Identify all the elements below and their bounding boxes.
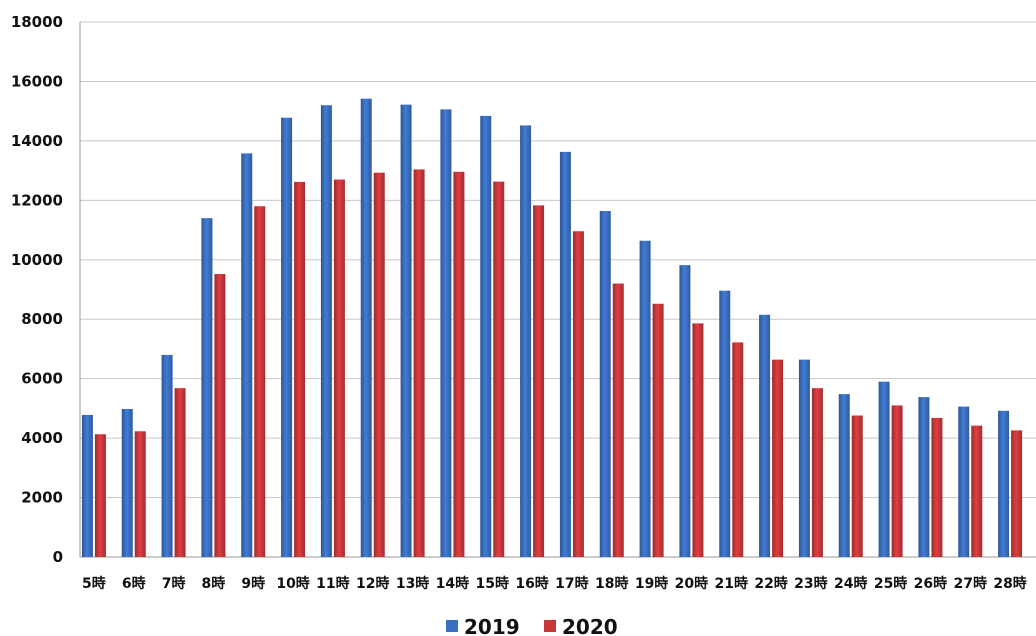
bar-2019-1 bbox=[121, 408, 133, 557]
x-tick-label: 14時 bbox=[436, 575, 469, 592]
bar-2019-15 bbox=[679, 265, 691, 557]
x-tick-label: 8時 bbox=[202, 575, 226, 592]
y-tick-label: 18000 bbox=[11, 13, 63, 31]
bar-2019-16 bbox=[719, 290, 731, 557]
x-tick-label: 11時 bbox=[316, 575, 349, 592]
bar-2020-14 bbox=[652, 303, 664, 557]
bar-2020-16 bbox=[732, 342, 744, 557]
x-tick-label: 6時 bbox=[122, 575, 146, 592]
bar-2019-14 bbox=[639, 240, 651, 557]
bar-2019-2 bbox=[161, 354, 173, 557]
bar-2020-10 bbox=[493, 181, 505, 557]
y-tick-label: 12000 bbox=[11, 191, 63, 209]
bar-2019-20 bbox=[878, 381, 890, 557]
bar-2020-18 bbox=[811, 388, 823, 557]
y-axis-ticks: 0 2000 4000 6000 8000 10000 12000 14000 16000 180… bbox=[11, 13, 63, 566]
bar-2019-23 bbox=[998, 410, 1010, 557]
bar-2020-13 bbox=[612, 283, 624, 557]
y-tick-label: 14000 bbox=[11, 132, 63, 150]
bar-2020-5 bbox=[294, 181, 306, 557]
bar-2019-21 bbox=[918, 397, 930, 557]
x-tick-label: 17時 bbox=[555, 575, 588, 592]
bar-2019-8 bbox=[400, 104, 412, 557]
x-tick-label: 27時 bbox=[954, 575, 987, 592]
bar-2019-6 bbox=[320, 105, 332, 557]
x-tick-label: 26時 bbox=[914, 575, 947, 592]
y-tick-label: 4000 bbox=[21, 429, 63, 447]
bar-2019-3 bbox=[201, 218, 213, 557]
x-tick-label: 7時 bbox=[162, 575, 186, 592]
y-tick-label: 2000 bbox=[21, 489, 63, 507]
y-tick-label: 8000 bbox=[21, 310, 63, 328]
bar-2019-18 bbox=[798, 359, 810, 557]
x-tick-label: 24時 bbox=[834, 575, 867, 592]
bar-2020-8 bbox=[413, 169, 425, 557]
legend: 2019 2020 bbox=[446, 615, 618, 636]
bar-2019-11 bbox=[520, 125, 532, 557]
x-tick-label: 5時 bbox=[82, 575, 106, 592]
bar-2020-9 bbox=[453, 171, 465, 558]
bar-2020-1 bbox=[134, 431, 146, 557]
x-tick-label: 10時 bbox=[276, 575, 309, 592]
bar-2020-15 bbox=[692, 323, 704, 557]
bar-2020-21 bbox=[931, 417, 943, 557]
bar-2019-19 bbox=[838, 394, 850, 557]
legend-swatch-2020 bbox=[544, 620, 556, 632]
y-tick-label: 0 bbox=[53, 548, 63, 566]
x-tick-label: 20時 bbox=[675, 575, 708, 592]
bar-2020-6 bbox=[333, 179, 345, 557]
bar-2019-17 bbox=[759, 314, 771, 557]
x-tick-label: 19時 bbox=[635, 575, 668, 592]
y-tick-label: 6000 bbox=[21, 370, 63, 388]
x-tick-label: 13時 bbox=[396, 575, 429, 592]
bar-2019-10 bbox=[480, 115, 492, 557]
bar-2019-9 bbox=[440, 109, 452, 557]
x-tick-label: 28時 bbox=[993, 575, 1026, 592]
bars bbox=[81, 98, 1023, 558]
bar-2020-2 bbox=[174, 388, 186, 557]
x-tick-label: 25時 bbox=[874, 575, 907, 592]
bar-2019-12 bbox=[559, 151, 571, 557]
x-tick-label: 23時 bbox=[794, 575, 827, 592]
bar-2020-23 bbox=[1011, 430, 1023, 557]
x-tick-label: 16時 bbox=[515, 575, 548, 592]
bar-2019-7 bbox=[360, 98, 372, 557]
bar-2019-4 bbox=[241, 153, 253, 557]
legend-label-2020: 2020 bbox=[562, 615, 618, 636]
x-tick-label: 22時 bbox=[754, 575, 787, 592]
bar-2020-4 bbox=[254, 206, 266, 557]
x-tick-label: 18時 bbox=[595, 575, 628, 592]
bar-2020-7 bbox=[373, 172, 385, 558]
x-axis-ticks: 5時 6時 7時 8時 9時 10時 11時 12時 13時 14時 15時 16時 17時 18時 19時… bbox=[82, 575, 1027, 592]
bar-2020-20 bbox=[891, 405, 903, 557]
x-tick-label: 15時 bbox=[476, 575, 509, 592]
bar-2020-22 bbox=[971, 425, 983, 557]
bar-2020-17 bbox=[772, 359, 784, 557]
legend-label-2019: 2019 bbox=[464, 615, 520, 636]
bar-2019-13 bbox=[599, 211, 611, 558]
bar-2020-3 bbox=[214, 274, 226, 557]
grid-lines bbox=[79, 21, 1036, 558]
x-tick-label: 9時 bbox=[241, 575, 265, 592]
bar-2019-22 bbox=[958, 406, 970, 557]
bar-2020-0 bbox=[94, 434, 106, 557]
bar-2019-5 bbox=[281, 117, 293, 557]
legend-swatch-2019 bbox=[446, 620, 458, 632]
bar-2020-19 bbox=[851, 415, 863, 557]
y-tick-label: 16000 bbox=[11, 72, 63, 90]
bar-2020-12 bbox=[572, 231, 584, 557]
y-tick-label: 10000 bbox=[11, 251, 63, 269]
x-tick-label: 21時 bbox=[715, 575, 748, 592]
bar-2019-0 bbox=[81, 414, 93, 557]
x-tick-label: 12時 bbox=[356, 575, 389, 592]
bar-2020-11 bbox=[533, 205, 545, 557]
